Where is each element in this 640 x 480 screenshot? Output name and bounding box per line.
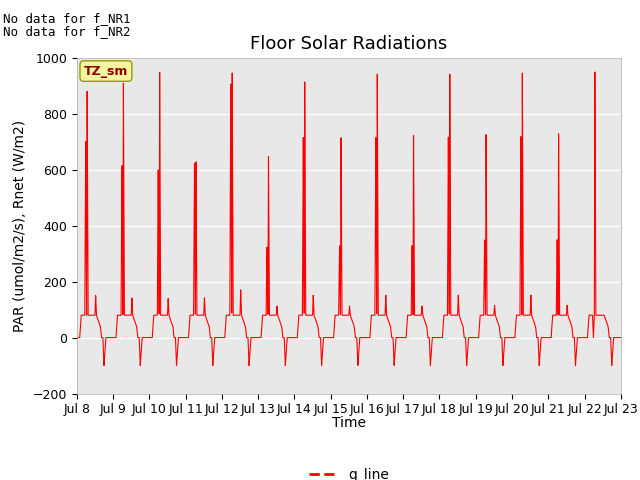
X-axis label: Time: Time (332, 416, 366, 431)
Text: TZ_sm: TZ_sm (84, 64, 128, 78)
Text: No data for f_NR1: No data for f_NR1 (3, 12, 131, 25)
Y-axis label: PAR (umol/m2/s), Rnet (W/m2): PAR (umol/m2/s), Rnet (W/m2) (13, 120, 27, 332)
Text: No data for f_NR2: No data for f_NR2 (3, 25, 131, 38)
Title: Floor Solar Radiations: Floor Solar Radiations (250, 35, 447, 53)
Legend: q_line: q_line (303, 462, 394, 480)
